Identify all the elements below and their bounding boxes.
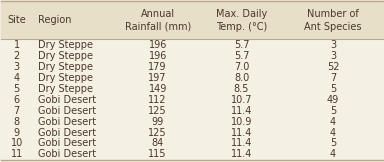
Text: 3: 3 — [330, 40, 336, 50]
Text: Dry Steppe: Dry Steppe — [38, 40, 93, 50]
Text: 52: 52 — [327, 62, 339, 72]
Text: 4: 4 — [13, 73, 20, 83]
Text: 8: 8 — [13, 117, 20, 127]
Text: Gobi Desert: Gobi Desert — [38, 95, 96, 105]
Text: 49: 49 — [327, 95, 339, 105]
Text: Gobi Desert: Gobi Desert — [38, 149, 96, 159]
Text: 11: 11 — [10, 149, 23, 159]
Text: Number of
Ant Species: Number of Ant Species — [304, 9, 362, 32]
Text: 179: 179 — [149, 62, 167, 72]
Text: 4: 4 — [330, 117, 336, 127]
Text: 5: 5 — [330, 139, 336, 149]
Text: 9: 9 — [13, 127, 20, 138]
Text: 10.9: 10.9 — [231, 117, 252, 127]
Text: Annual
Rainfall (mm): Annual Rainfall (mm) — [124, 9, 191, 32]
Text: 197: 197 — [149, 73, 167, 83]
Text: 5.7: 5.7 — [234, 51, 249, 61]
Text: Gobi Desert: Gobi Desert — [38, 139, 96, 149]
Text: 6: 6 — [13, 95, 20, 105]
Text: Dry Steppe: Dry Steppe — [38, 62, 93, 72]
Text: Max. Daily
Temp. (°C): Max. Daily Temp. (°C) — [216, 9, 267, 32]
Text: 10: 10 — [10, 139, 23, 149]
Text: Gobi Desert: Gobi Desert — [38, 117, 96, 127]
Text: 84: 84 — [152, 139, 164, 149]
Text: 7: 7 — [13, 106, 20, 116]
Text: Dry Steppe: Dry Steppe — [38, 73, 93, 83]
Text: 5: 5 — [330, 84, 336, 94]
Text: Dry Steppe: Dry Steppe — [38, 51, 93, 61]
Text: 5: 5 — [330, 106, 336, 116]
Text: Gobi Desert: Gobi Desert — [38, 127, 96, 138]
Text: 112: 112 — [149, 95, 167, 105]
Text: 99: 99 — [152, 117, 164, 127]
Text: 5: 5 — [13, 84, 20, 94]
Text: 125: 125 — [148, 127, 167, 138]
Text: 3: 3 — [13, 62, 20, 72]
Text: 125: 125 — [148, 106, 167, 116]
Text: 4: 4 — [330, 127, 336, 138]
Text: 7: 7 — [330, 73, 336, 83]
Text: 11.4: 11.4 — [231, 106, 252, 116]
Text: 11.4: 11.4 — [231, 127, 252, 138]
Text: Site: Site — [7, 15, 26, 25]
Text: 115: 115 — [149, 149, 167, 159]
Text: 7.0: 7.0 — [234, 62, 249, 72]
Text: 149: 149 — [149, 84, 167, 94]
Text: Dry Steppe: Dry Steppe — [38, 84, 93, 94]
Text: 11.4: 11.4 — [231, 149, 252, 159]
Bar — [2, 1, 382, 39]
Text: Region: Region — [38, 15, 71, 25]
Text: Gobi Desert: Gobi Desert — [38, 106, 96, 116]
Text: 10.7: 10.7 — [231, 95, 252, 105]
Text: 1: 1 — [13, 40, 20, 50]
Text: 8.0: 8.0 — [234, 73, 249, 83]
Text: 8.5: 8.5 — [234, 84, 249, 94]
Bar — [2, 39, 382, 160]
Text: 196: 196 — [149, 51, 167, 61]
Text: 11.4: 11.4 — [231, 139, 252, 149]
Text: 196: 196 — [149, 40, 167, 50]
Text: 3: 3 — [330, 51, 336, 61]
Text: 5.7: 5.7 — [234, 40, 249, 50]
Text: 2: 2 — [13, 51, 20, 61]
Text: 4: 4 — [330, 149, 336, 159]
